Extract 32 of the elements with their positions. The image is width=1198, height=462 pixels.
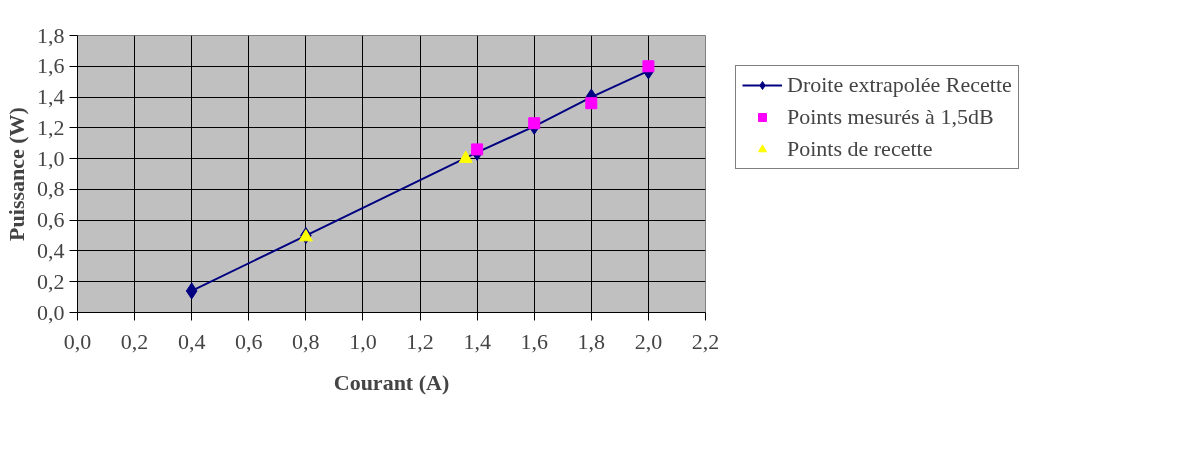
legend-label: Points de recette [787,136,933,162]
y-tick-label: 1,8 [37,22,65,48]
point [528,117,541,130]
point [585,97,598,110]
y-tick-label: 0,8 [37,176,65,202]
y-tick-label: 0,4 [37,237,65,263]
y-tick-label: 0,6 [37,207,65,233]
x-tick-label: 2,2 [691,328,720,354]
y-axis-title: Puissance (W) [4,107,29,241]
x-tick-label: 0,6 [235,328,263,354]
x-tick-label: 0,8 [292,328,320,354]
x-tick-label: 0,4 [177,328,206,354]
x-tick-label: 0,0 [63,328,92,354]
x-tick-label: 1,0 [349,328,377,354]
x-tick-label: 1,6 [520,328,548,354]
point [185,282,198,300]
y-tick-label: 0,2 [37,268,65,294]
y-tick-label: 1,2 [37,114,65,140]
x-tick-label: 0,2 [120,328,149,354]
point [642,60,655,73]
x-tick-label: 1,8 [577,328,606,354]
legend-label: Droite extrapolée Recette [787,72,1012,98]
x-tick-label: 1,4 [463,328,491,354]
y-tick-label: 1,0 [37,145,65,171]
y-tick-label: 0,0 [37,299,65,325]
legend-label: Points mesurés à 1,5dB [787,104,994,130]
x-tick-label: 2,0 [634,328,663,354]
y-tick-label: 1,4 [37,84,65,110]
x-axis-title: Courant (A) [333,369,450,395]
point [471,143,484,156]
y-tick-label: 1,6 [37,53,65,79]
x-tick-label: 1,2 [406,328,434,354]
